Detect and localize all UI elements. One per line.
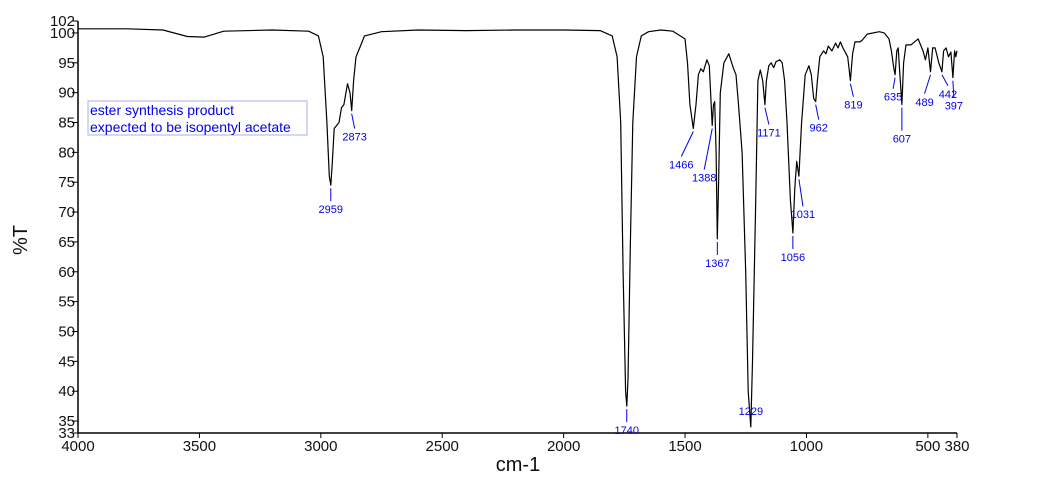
peak-leader-line [849, 83, 854, 97]
y-tick-label: 35 [58, 413, 75, 430]
x-tick-label: 3500 [183, 438, 216, 455]
peak-leader-line [941, 74, 949, 86]
y-tick-label: 102 [50, 13, 75, 30]
peak-label: 2959 [319, 204, 343, 216]
y-tick-label: 33 [58, 425, 75, 442]
x-tick-label: 2500 [426, 438, 459, 455]
peak-label: 2873 [342, 132, 366, 144]
peak-label: 397 [945, 101, 963, 113]
peak-leader-line [892, 77, 896, 89]
x-tick-label: 380 [944, 438, 969, 455]
peak-label: 1740 [615, 425, 639, 437]
peak-leader-line [924, 74, 932, 94]
peak-label: 1466 [669, 159, 693, 171]
x-tick-label: 1000 [790, 438, 823, 455]
y-tick-label: 100 [50, 25, 75, 42]
peak-leader-line [703, 128, 713, 170]
annotation-box: ester synthesis product expected to be i… [87, 100, 308, 136]
peak-leader-line [952, 80, 955, 98]
peak-leader-line [815, 104, 820, 120]
x-tick-label: 4000 [61, 438, 94, 455]
y-tick-label: 60 [58, 264, 75, 281]
peak-leader-line [764, 107, 770, 125]
y-tick-label: 70 [58, 204, 75, 221]
y-tick-label: 90 [58, 85, 75, 102]
peak-label: 819 [844, 100, 862, 112]
peak-label: 607 [893, 134, 911, 146]
y-tick-label: 85 [58, 115, 75, 132]
peak-leader-line [351, 113, 356, 129]
x-tick-label: 3000 [304, 438, 337, 455]
peak-leader-line [798, 179, 804, 207]
peak-label: 1171 [757, 128, 781, 140]
peak-label: 1388 [692, 172, 716, 184]
peak-label: 442 [939, 89, 957, 101]
y-tick-label: 75 [58, 174, 75, 191]
y-axis-label: %T [10, 225, 32, 255]
y-tick-label: 45 [58, 353, 75, 370]
x-tick-label: 500 [915, 438, 940, 455]
y-tick-label: 55 [58, 294, 75, 311]
peak-label: 489 [915, 97, 933, 109]
x-tick-label: 2000 [547, 438, 580, 455]
y-tick-label: 65 [58, 234, 75, 251]
peak-label: 962 [810, 123, 828, 135]
y-tick-label: 95 [58, 55, 75, 72]
peak-label: 1229 [739, 406, 763, 418]
peak-leader-line [680, 131, 694, 157]
y-tick-label: 40 [58, 383, 75, 400]
spectrum-line [78, 28, 958, 428]
peak-label: 635 [884, 92, 902, 104]
x-axis-label: cm-1 [496, 454, 540, 476]
spectrum [78, 28, 958, 428]
peak-label: 1056 [781, 252, 805, 264]
annotation-line-1: ester synthesis product [90, 102, 234, 118]
x-tick-label: 1500 [668, 438, 701, 455]
annotation-line-2: expected to be isopentyl acetate [90, 119, 291, 135]
y-tick-label: 50 [58, 323, 75, 340]
peak-label: 1031 [791, 209, 815, 221]
y-tick-label: 80 [58, 144, 75, 161]
peak-label: 1367 [705, 258, 729, 270]
